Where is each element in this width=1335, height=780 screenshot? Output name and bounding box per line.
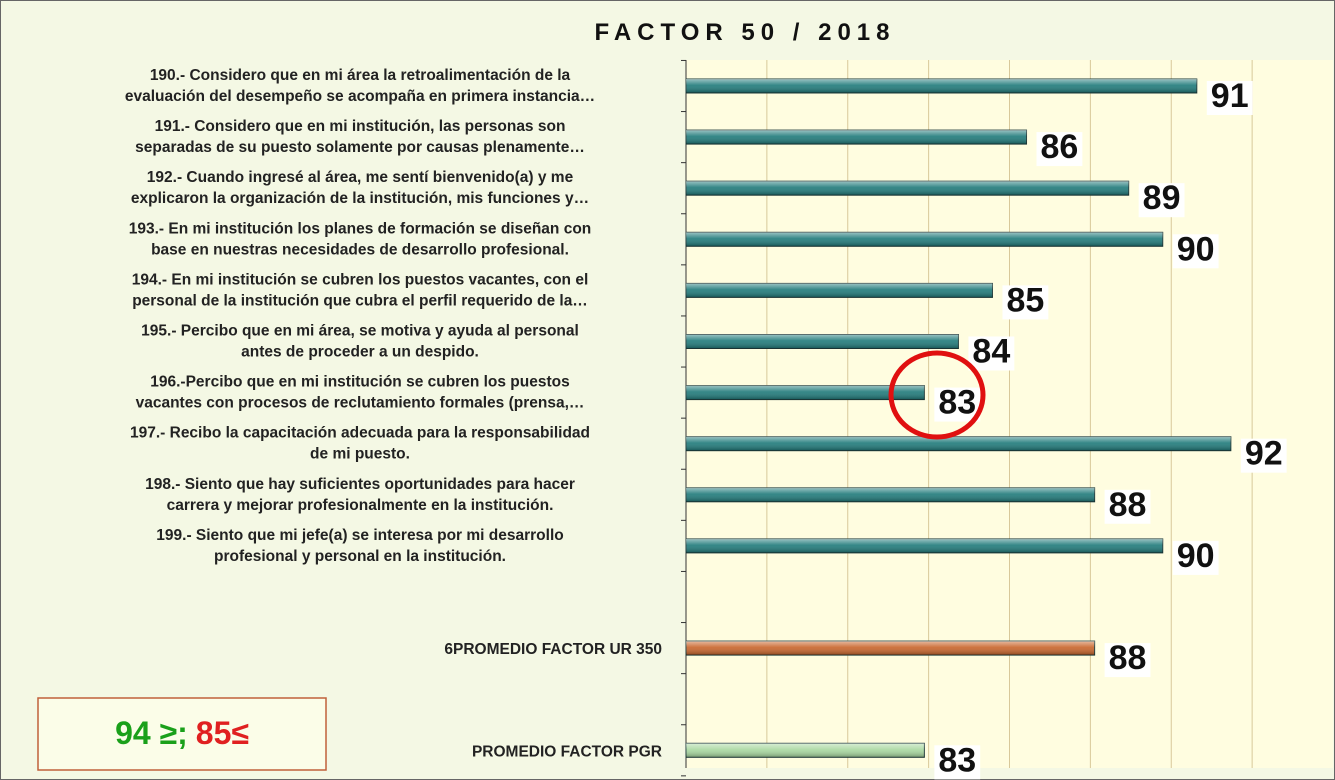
y-tick-label: 192.- Cuando ingresé al área, me sentí b… <box>131 169 589 207</box>
value-label-bg <box>1036 132 1083 167</box>
value-label-bg <box>1104 643 1151 678</box>
bars: 91 86 89 90 85 84 83 92 88 90 88 83 <box>685 77 1287 780</box>
value-label: 83 <box>938 741 976 779</box>
y-tick-label: PROMEDIO FACTOR PGR <box>472 743 662 760</box>
value-label: 83 <box>938 384 976 422</box>
y-tick-label: 197.- Recibo la capacitación adecuada pa… <box>130 425 590 463</box>
y-tick-label: 196.-Percibo que en mi institución se cu… <box>136 374 585 412</box>
value-label: 90 <box>1177 230 1215 268</box>
y-tick-label: 194.- En mi institución se cubren los pu… <box>132 271 589 309</box>
bar-shine <box>686 232 1163 247</box>
y-tick-label: 191.- Considero que en mi institución, l… <box>135 118 585 156</box>
value-label-bg <box>1206 80 1253 115</box>
highlight-circle <box>888 350 986 440</box>
bar-shine <box>686 130 1027 145</box>
bar-shine <box>686 79 1197 93</box>
value-label: 85 <box>1006 281 1044 319</box>
value-label: 86 <box>1041 128 1079 166</box>
bar-shine <box>686 283 993 298</box>
legend-note: 94 ≥; 85≤ <box>115 715 249 751</box>
value-label: 91 <box>1211 77 1249 115</box>
value-label-bg <box>1172 540 1219 575</box>
value-label-bg <box>1104 489 1151 524</box>
value-label: 84 <box>972 332 1010 370</box>
value-label-bg <box>934 745 981 780</box>
legend-bad: 85≤ <box>196 715 249 751</box>
y-tick-label: 190.- Considero que en mi área la retroa… <box>125 67 595 105</box>
value-label: 90 <box>1177 537 1215 575</box>
value-label: 88 <box>1109 486 1147 524</box>
value-label: 88 <box>1109 639 1147 677</box>
legend-good: 94 ≥; <box>115 715 188 751</box>
y-tick-label: 193.- En mi institución los planes de fo… <box>129 220 592 258</box>
value-label-bg <box>934 387 981 422</box>
value-label-bg <box>1240 438 1287 473</box>
y-tick-label: 199.- Siento que mi jefe(a) se interesa … <box>156 527 563 565</box>
bar-shine <box>686 385 925 400</box>
value-label-bg <box>1002 285 1049 320</box>
bar-shine <box>686 743 925 758</box>
value-label: 89 <box>1143 179 1181 217</box>
bar-shine <box>686 334 959 349</box>
bar-shine <box>686 641 1095 656</box>
bar-shine <box>686 538 1163 553</box>
bar-shine <box>686 181 1129 196</box>
legend-box <box>37 697 327 771</box>
chart-title: FACTOR 50 / 2018 <box>595 19 896 46</box>
value-label-bg <box>1138 183 1185 218</box>
y-tick-label: 195.- Percibo que en mi área, se motiva … <box>141 323 579 361</box>
bar-shine <box>686 436 1231 451</box>
y-tick-label: 198.- Siento que hay suficientes oportun… <box>145 476 575 514</box>
value-label: 92 <box>1245 435 1283 473</box>
value-label-bg <box>1172 234 1219 269</box>
y-tick-label: 6PROMEDIO FACTOR UR 350 <box>444 641 662 658</box>
value-label-bg <box>968 336 1015 371</box>
bar-shine <box>686 487 1095 502</box>
